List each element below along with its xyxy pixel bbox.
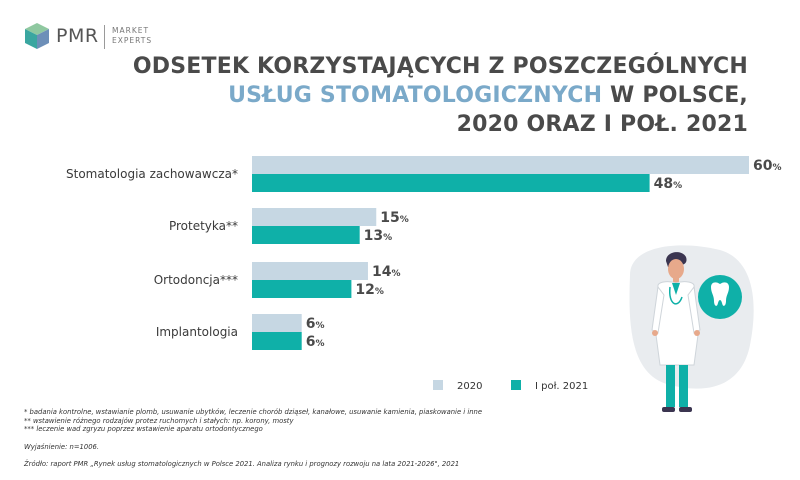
logo-name: PMR	[56, 25, 99, 47]
data-label: 14%	[372, 264, 401, 280]
bar	[252, 226, 360, 244]
legend-swatch	[433, 380, 443, 390]
logo-cube-icon	[25, 23, 49, 49]
title-line-2: USŁUG STOMATOLOGICZNYCH W POLSCE,	[133, 81, 748, 110]
bar	[252, 262, 368, 280]
footnote-2: ** wstawienie różnego rodzajów protez ru…	[24, 416, 294, 425]
title-line-2-rest: W POLSCE,	[602, 83, 748, 108]
tooth-icon	[711, 282, 729, 306]
title-line-3: 2020 ORAZ I POŁ. 2021	[456, 112, 748, 137]
dentist-figure	[651, 252, 701, 412]
dentist-illustration	[629, 245, 754, 412]
title-accent: USŁUG STOMATOLOGICZNYCH	[228, 83, 603, 108]
spacer	[24, 451, 482, 460]
bar	[252, 174, 650, 192]
sample-size-note: Wyjaśnienie: n=1006.	[24, 442, 100, 451]
data-label: 6%	[306, 334, 325, 350]
footnote-3: *** leczenie wad zgryzu poprzez wstawien…	[24, 425, 263, 433]
logo-tagline: MARKET EXPERTS	[112, 26, 153, 45]
legend-swatch	[511, 380, 521, 390]
title-line-1: ODSETEK KORZYSTAJĄCYCH Z POSZCZEGÓLNYCH	[132, 54, 748, 79]
footnote-1: * badania kontrolne, wstawianie plomb, u…	[24, 408, 483, 416]
bar	[252, 314, 302, 332]
bar	[252, 156, 749, 174]
bar	[252, 208, 377, 226]
legend-label: I poł. 2021	[535, 381, 588, 392]
data-label: 12%	[355, 282, 384, 298]
source-note: Źródło: raport PMR „Rynek usług stomatol…	[24, 460, 460, 468]
bar	[252, 280, 352, 298]
pmr-logo: PMR MARKET EXPERTS	[24, 22, 184, 52]
category-label: Protetyka**	[169, 219, 238, 233]
data-label: 60%	[753, 158, 782, 174]
category-label: Ortodoncja***	[154, 273, 238, 287]
spacer	[24, 434, 482, 443]
legend-label: 2020	[457, 381, 482, 392]
logo-divider	[104, 25, 105, 49]
data-label: 48%	[654, 176, 683, 192]
chart-title: ODSETEK KORZYSTAJĄCYCH Z POSZCZEGÓLNYCH …	[133, 52, 748, 139]
data-label: 6%	[306, 316, 325, 332]
bar	[252, 332, 302, 350]
data-label: 13%	[364, 228, 393, 244]
footnotes: * badania kontrolne, wstawianie plomb, u…	[24, 408, 482, 469]
category-label: Stomatologia zachowawcza*	[66, 167, 238, 181]
category-label: Implantologia	[156, 325, 238, 339]
data-label: 15%	[380, 210, 409, 226]
